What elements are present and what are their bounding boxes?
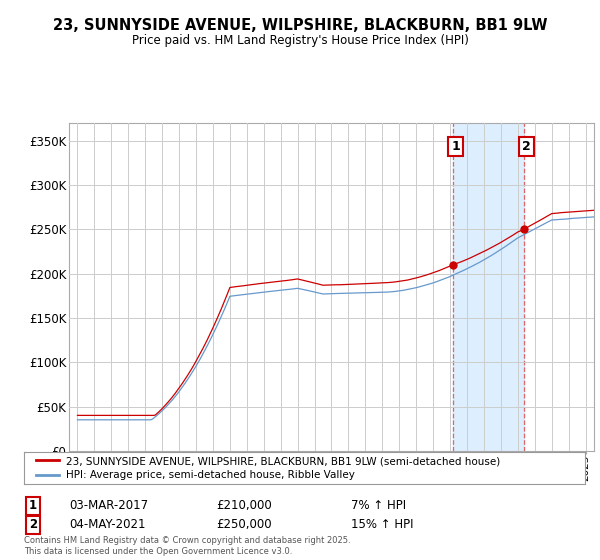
Text: 1: 1	[451, 139, 460, 153]
Text: 04-MAY-2021: 04-MAY-2021	[69, 518, 146, 531]
Text: 03-MAR-2017: 03-MAR-2017	[69, 499, 148, 512]
Text: 15% ↑ HPI: 15% ↑ HPI	[351, 518, 413, 531]
Text: 2: 2	[522, 139, 530, 153]
Text: 23, SUNNYSIDE AVENUE, WILPSHIRE, BLACKBURN, BB1 9LW: 23, SUNNYSIDE AVENUE, WILPSHIRE, BLACKBU…	[53, 18, 547, 32]
Text: 7% ↑ HPI: 7% ↑ HPI	[351, 499, 406, 512]
Text: 2: 2	[29, 518, 37, 531]
Text: Contains HM Land Registry data © Crown copyright and database right 2025.
This d: Contains HM Land Registry data © Crown c…	[24, 536, 350, 556]
Legend: 23, SUNNYSIDE AVENUE, WILPSHIRE, BLACKBURN, BB1 9LW (semi-detached house), HPI: : 23, SUNNYSIDE AVENUE, WILPSHIRE, BLACKBU…	[32, 452, 505, 484]
Text: 1: 1	[29, 499, 37, 512]
Bar	[453, 123, 524, 451]
Text: Price paid vs. HM Land Registry's House Price Index (HPI): Price paid vs. HM Land Registry's House …	[131, 34, 469, 47]
Text: £210,000: £210,000	[216, 499, 272, 512]
Text: £250,000: £250,000	[216, 518, 272, 531]
